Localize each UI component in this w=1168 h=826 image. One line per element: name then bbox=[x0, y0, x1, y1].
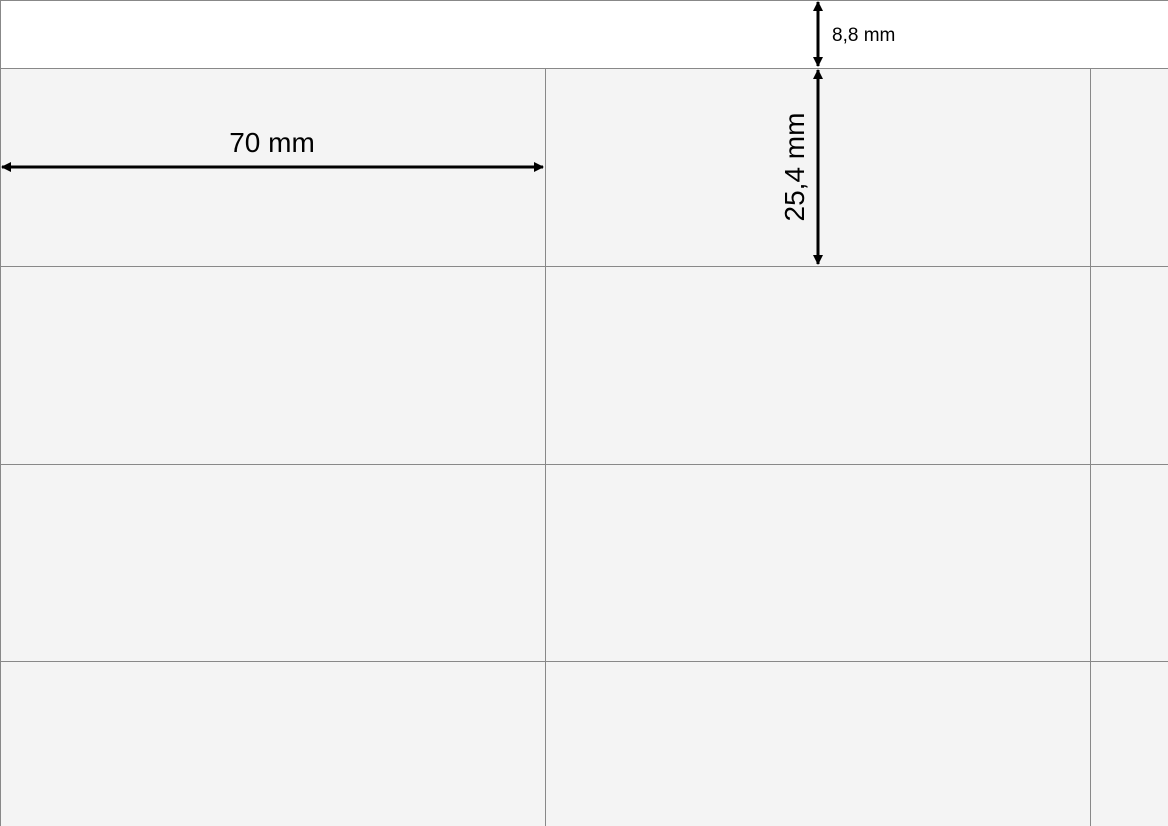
label-cell bbox=[545, 266, 1091, 465]
label-cell bbox=[545, 661, 1091, 826]
width-label: 70 mm bbox=[229, 127, 315, 158]
top-margin-label: 8,8 mm bbox=[832, 25, 895, 46]
label-cell bbox=[0, 266, 546, 465]
label-cell bbox=[1090, 661, 1168, 826]
label-cell bbox=[1090, 266, 1168, 465]
top-margin-area bbox=[0, 0, 1168, 69]
label-cell bbox=[545, 464, 1091, 663]
label-cell bbox=[0, 661, 546, 826]
label-cell bbox=[0, 464, 546, 663]
label-cell bbox=[1090, 464, 1168, 663]
label-grid bbox=[0, 68, 1168, 826]
height-label: 25,4 mm bbox=[779, 113, 810, 222]
label-cell bbox=[1090, 68, 1168, 267]
